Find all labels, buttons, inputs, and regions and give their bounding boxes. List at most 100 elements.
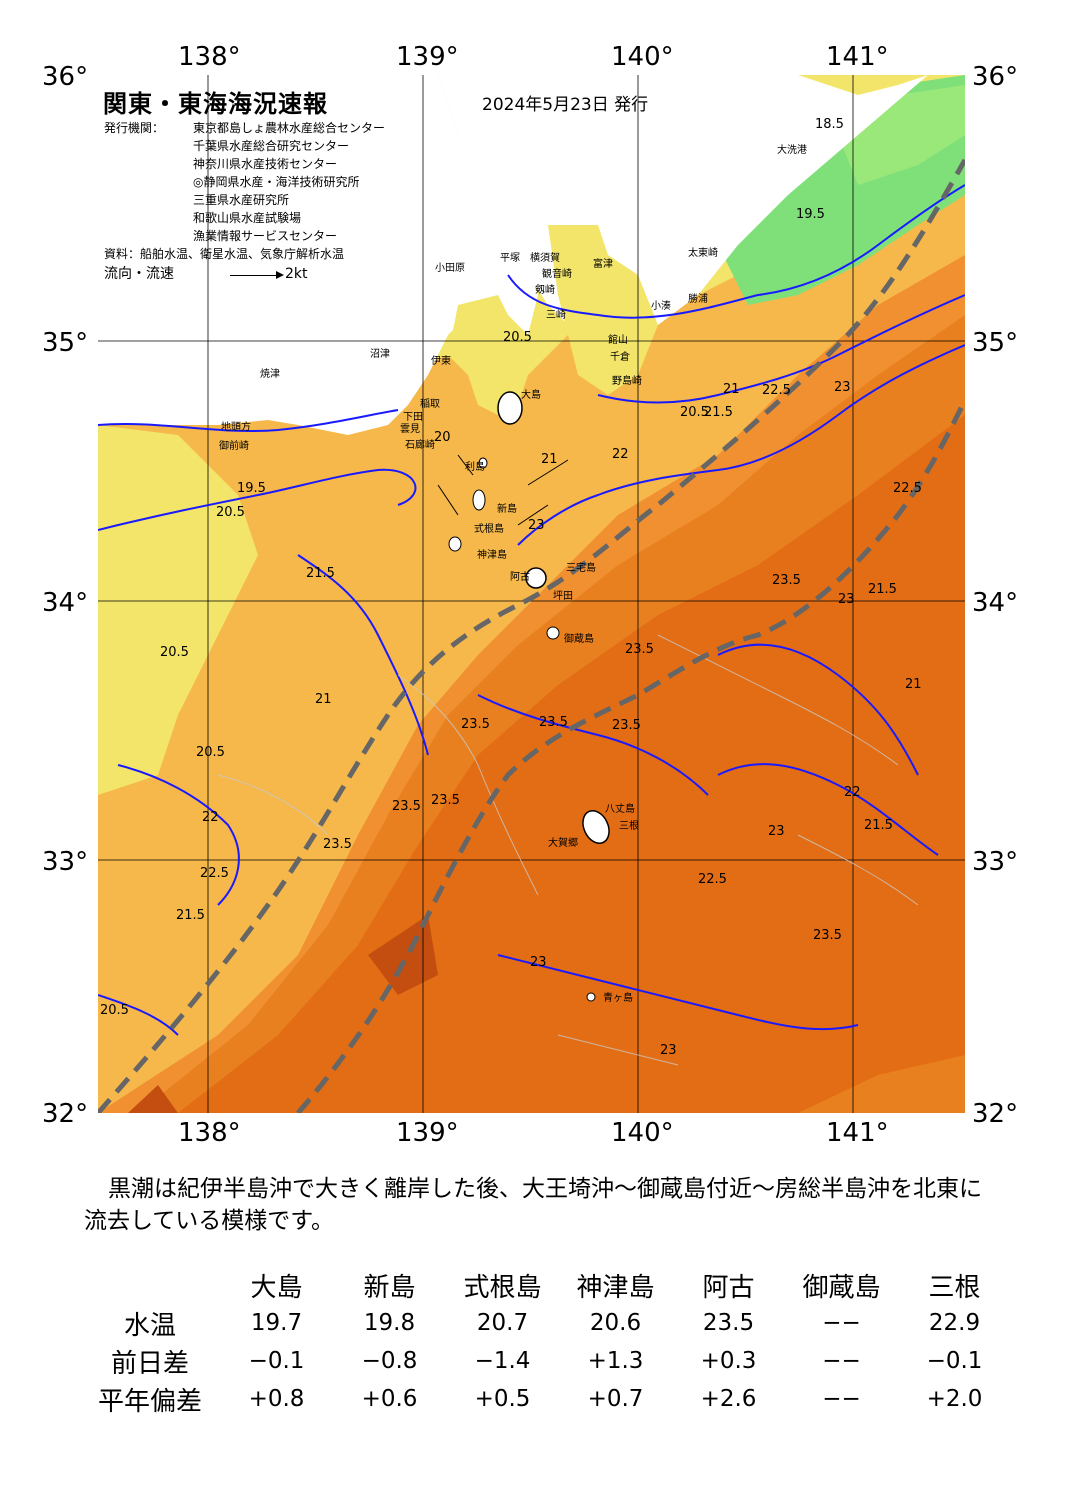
- contour-label: 23: [834, 380, 851, 395]
- table-cell: +0.3: [700, 1348, 757, 1374]
- table-cell: −−: [822, 1310, 861, 1336]
- sea-cool-west: [98, 425, 258, 795]
- place-label: 千倉: [610, 352, 630, 363]
- lon-label-139-bottom: 139°: [396, 1118, 459, 1148]
- contour-label: 23.5: [612, 718, 641, 733]
- place-label: 八丈島: [605, 804, 635, 815]
- contour-label: 19.5: [796, 207, 825, 222]
- contour-label: 20: [434, 430, 451, 445]
- issuer-item: 三重県水産研究所: [193, 193, 290, 207]
- table-column-header: 式根島: [463, 1272, 542, 1303]
- contour-label: 18.5: [815, 117, 844, 132]
- place-label: 野島崎: [612, 376, 642, 387]
- table-column-header: 阿古: [702, 1272, 755, 1303]
- land-boso: [548, 225, 658, 395]
- contour-label: 20.5: [216, 505, 245, 520]
- contour-label: 23.5: [813, 928, 842, 943]
- place-label: 横須賀: [530, 253, 560, 264]
- contour-label: 21.5: [176, 908, 205, 923]
- place-label: 石廊崎: [405, 440, 435, 451]
- place-label: 式根島: [474, 524, 504, 535]
- contour-label: 21: [723, 382, 740, 397]
- issuer-item: ◎静岡県水産・海洋技術研究所: [193, 175, 360, 189]
- island-toshima: [478, 457, 488, 469]
- issuer-item: 神奈川県水産技術センター: [193, 157, 338, 171]
- place-label: 三根: [619, 821, 639, 832]
- table-header-row: 大島 新島 式根島 神津島 阿古 御蔵島 三根: [80, 1266, 1011, 1304]
- table-cell: −0.1: [926, 1348, 983, 1374]
- table-cell: +2.6: [700, 1386, 757, 1412]
- table-row-header: 前日差: [110, 1348, 189, 1379]
- island-mikurajima: [546, 626, 560, 640]
- contour-label: 21.5: [704, 405, 733, 420]
- contour-label: 23.5: [539, 715, 568, 730]
- contour-label: 21.5: [864, 818, 893, 833]
- lat-label-35-right: 35°: [972, 328, 1019, 358]
- table-cell: −−: [822, 1386, 861, 1412]
- issuer-item: 千葉県水産総合研究センター: [193, 139, 350, 153]
- contour-label: 20.5: [100, 1003, 129, 1018]
- table-column-header: 神津島: [576, 1272, 655, 1303]
- lat-label-36-left: 36°: [42, 62, 89, 92]
- contour-label: 23: [838, 592, 855, 607]
- lat-label-32-left: 32°: [42, 1099, 89, 1129]
- table-cell: 23.5: [702, 1310, 755, 1336]
- contour-label: 23.5: [392, 799, 421, 814]
- table-cell: 19.8: [363, 1310, 416, 1336]
- table-cell: 22.9: [928, 1310, 981, 1336]
- place-label: 青ヶ島: [603, 993, 633, 1004]
- table-cell: 19.7: [250, 1310, 303, 1336]
- contour-label: 23: [768, 824, 785, 839]
- lon-label-140-bottom: 140°: [611, 1118, 674, 1148]
- contour-label: 22: [612, 447, 629, 462]
- lat-label-35-left: 35°: [42, 328, 89, 358]
- issuers-list: 東京都島しょ農林水産総合センター 千葉県水産総合研究センター 神奈川県水産技術セ…: [193, 119, 385, 245]
- lon-label-140-top: 140°: [611, 42, 674, 72]
- island-water-temperature-table: 大島 新島 式根島 神津島 阿古 御蔵島 三根 水温 19.7 19.8 20.…: [80, 1266, 1011, 1418]
- contour-label: 23.5: [431, 793, 460, 808]
- place-label: 沼津: [370, 349, 390, 360]
- contour-label: 23: [528, 518, 545, 533]
- island-aogashima: [586, 992, 596, 1002]
- table-cell: +0.8: [248, 1386, 305, 1412]
- place-label: 焼津: [260, 369, 280, 380]
- lat-label-33-right: 33°: [972, 847, 1019, 877]
- contour-label: 20.5: [503, 330, 532, 345]
- table-cell: −0.1: [248, 1348, 305, 1374]
- place-label: 大賀郷: [548, 838, 578, 849]
- lon-label-141-bottom: 141°: [826, 1118, 889, 1148]
- sea-kuroshio-core: [178, 415, 965, 1113]
- place-label: 小田原: [435, 263, 465, 274]
- island-kozushima: [448, 536, 462, 552]
- island-oshima: [497, 391, 523, 425]
- table-cell: +0.5: [474, 1386, 531, 1412]
- place-label: 観音崎: [542, 269, 572, 280]
- place-label: 剱崎: [535, 285, 555, 296]
- place-label: 下田: [403, 412, 423, 423]
- table-row: 前日差 −0.1 −0.8 −1.4 +1.3 +0.3 −− −0.1: [80, 1342, 1011, 1380]
- place-label: 小湊: [651, 301, 671, 312]
- flow-arrows: [437, 454, 569, 526]
- table-column-header: 三根: [928, 1272, 981, 1303]
- contour-label: 20.5: [160, 645, 189, 660]
- place-label: 御蔵島: [564, 634, 594, 645]
- contour-label: 21: [315, 692, 332, 707]
- place-label: 大島: [521, 390, 541, 401]
- issuers-label: 発行機関：: [104, 121, 165, 135]
- table-cell: +2.0: [926, 1386, 983, 1412]
- contour-label: 23: [530, 955, 547, 970]
- place-label: 稲取: [420, 399, 440, 410]
- commentary-body: 黒潮は紀伊半島沖で大きく離岸した後、大王埼沖～御蔵島付近～房総半島沖を北東に流去…: [84, 1176, 982, 1234]
- place-label: 新島: [497, 504, 517, 515]
- place-label: 神津島: [477, 550, 507, 561]
- place-label: 平塚: [500, 253, 520, 264]
- table-cell: −0.8: [361, 1348, 418, 1374]
- place-label: 太東崎: [688, 248, 718, 259]
- lat-label-33-left: 33°: [42, 847, 89, 877]
- contour-label: 23: [660, 1043, 677, 1058]
- lat-label-34-right: 34°: [972, 588, 1019, 618]
- contour-label: 22: [844, 785, 861, 800]
- contour-label: 20.5: [196, 745, 225, 760]
- contour-label: 19.5: [237, 481, 266, 496]
- table-cell: −1.4: [474, 1348, 531, 1374]
